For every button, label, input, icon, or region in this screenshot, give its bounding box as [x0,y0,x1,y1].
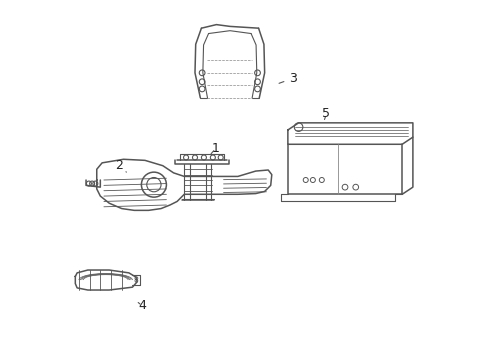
Text: 4: 4 [138,299,146,312]
Text: 3: 3 [279,72,297,85]
Text: 1: 1 [211,142,220,155]
Text: 5: 5 [322,107,330,120]
Text: 2: 2 [115,159,126,172]
